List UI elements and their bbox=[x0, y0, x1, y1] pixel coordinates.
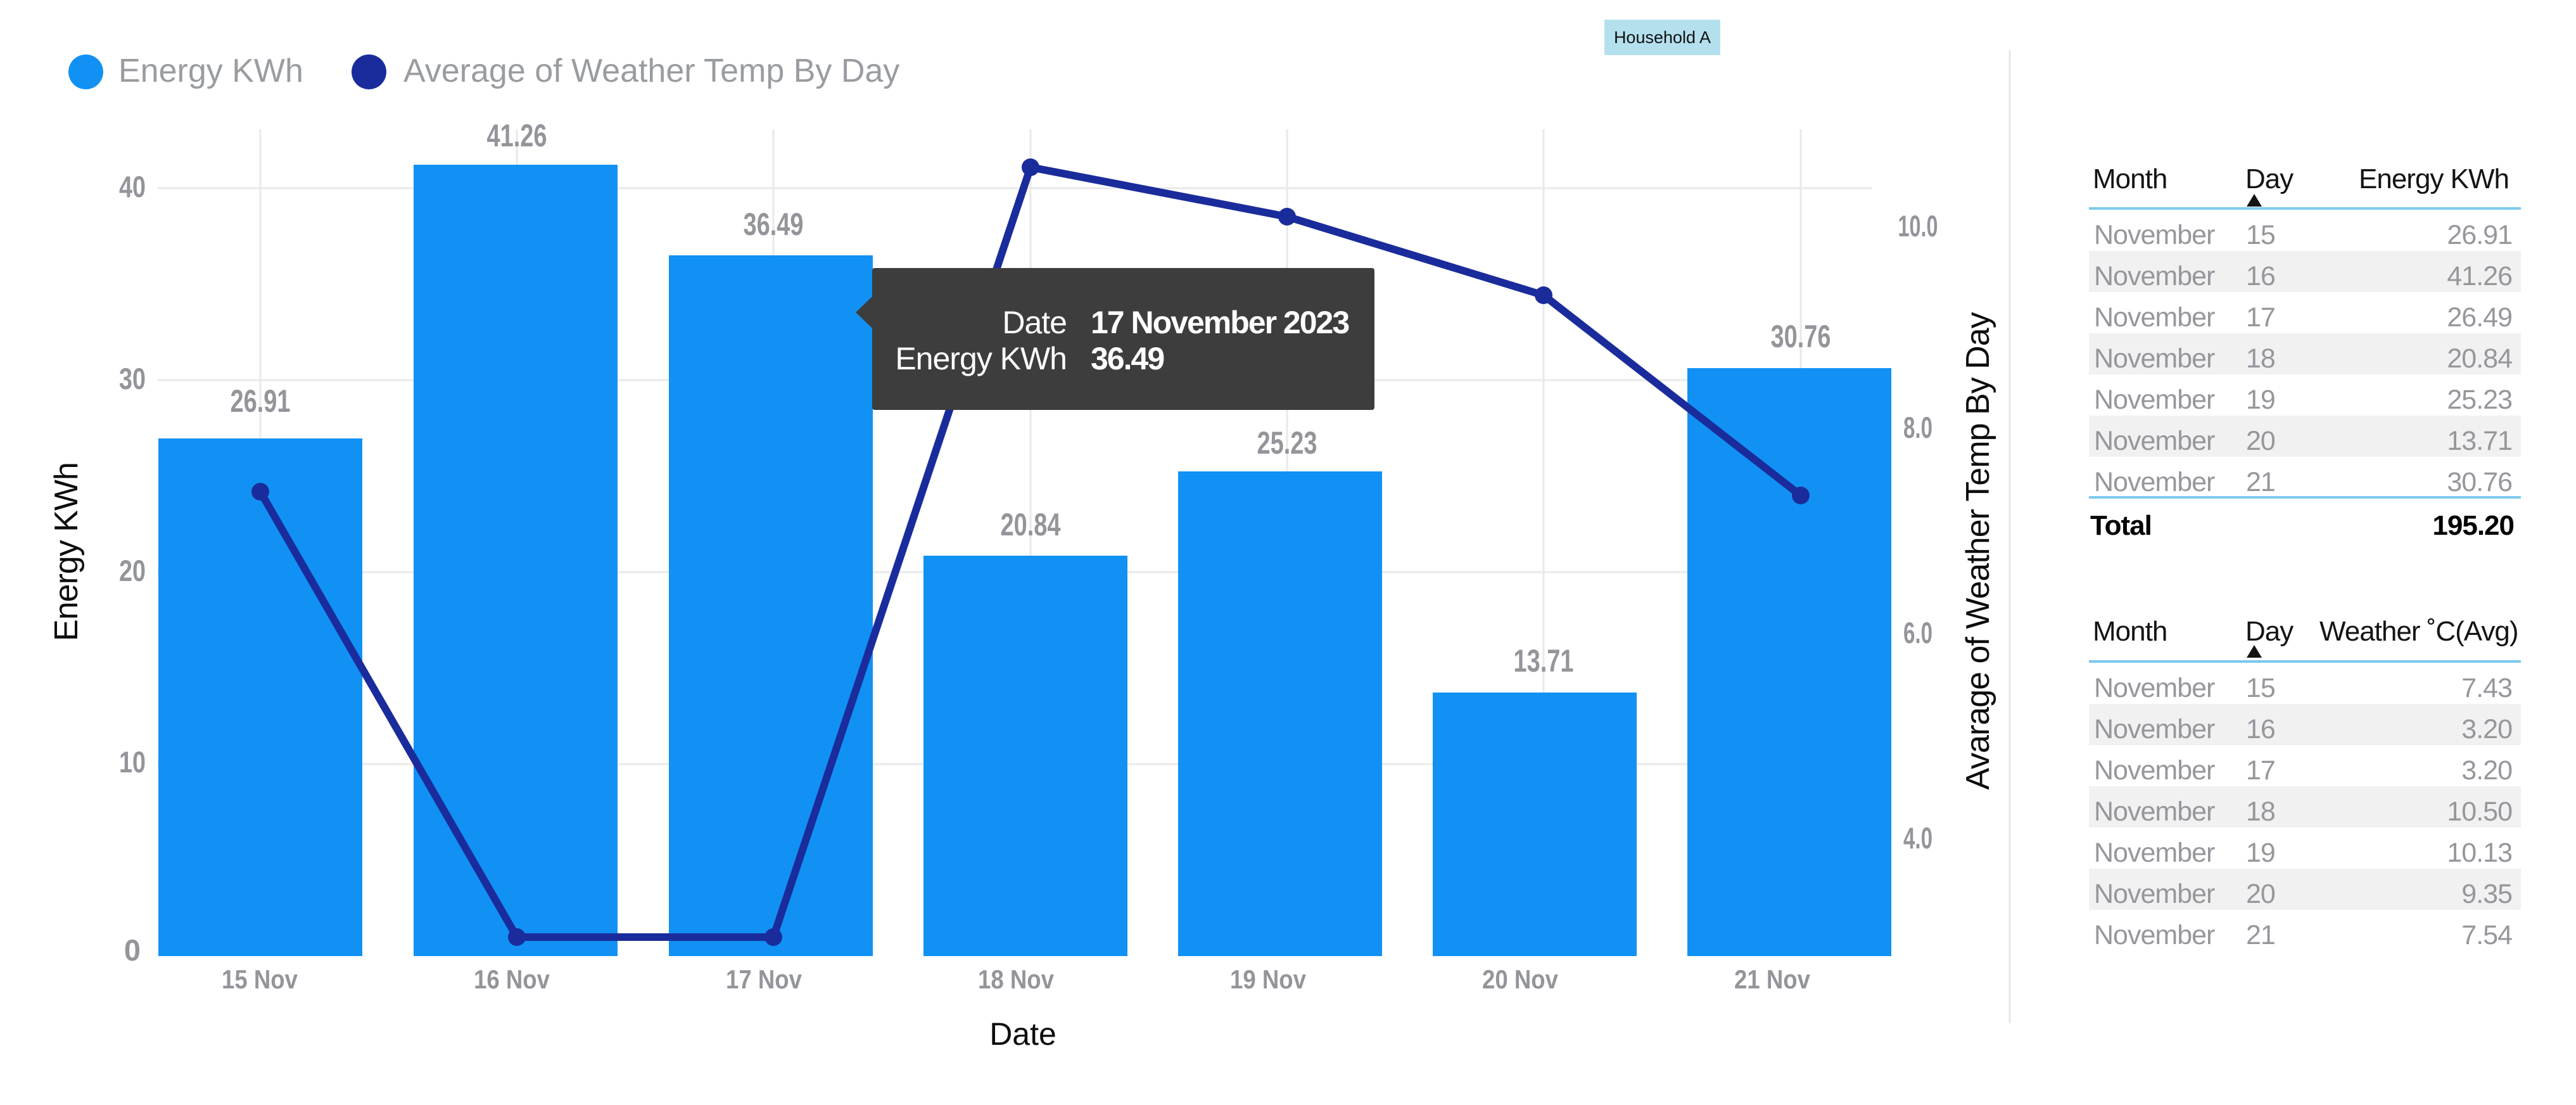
svg-text:8.0: 8.0 bbox=[1903, 411, 1932, 444]
svg-text:10.0: 10.0 bbox=[1898, 209, 1938, 243]
svg-text:0: 0 bbox=[124, 933, 141, 967]
svg-text:13.71: 13.71 bbox=[1514, 643, 1574, 679]
svg-text:17 Nov: 17 Nov bbox=[726, 964, 803, 994]
svg-text:15 Nov: 15 Nov bbox=[222, 964, 298, 994]
svg-text:Avarage of Weather Temp By Day: Avarage of Weather Temp By Day bbox=[1960, 312, 1996, 789]
svg-text:6.0: 6.0 bbox=[1903, 616, 1932, 649]
svg-text:20 Nov: 20 Nov bbox=[1482, 964, 1559, 994]
svg-text:30.76: 30.76 bbox=[1771, 319, 1831, 354]
svg-text:40: 40 bbox=[119, 170, 146, 203]
svg-text:16 Nov: 16 Nov bbox=[474, 964, 550, 994]
svg-text:25.23: 25.23 bbox=[1257, 425, 1317, 461]
svg-text:30: 30 bbox=[119, 362, 146, 395]
svg-text:20.84: 20.84 bbox=[1001, 507, 1061, 542]
svg-text:10: 10 bbox=[119, 745, 146, 779]
svg-text:20: 20 bbox=[119, 554, 146, 587]
svg-text:18 Nov: 18 Nov bbox=[978, 964, 1055, 994]
svg-text:19 Nov: 19 Nov bbox=[1230, 964, 1307, 994]
svg-text:41.26: 41.26 bbox=[487, 118, 547, 153]
svg-text:4.0: 4.0 bbox=[1903, 821, 1932, 855]
svg-text:21 Nov: 21 Nov bbox=[1734, 964, 1811, 994]
svg-text:36.49: 36.49 bbox=[744, 207, 804, 242]
svg-text:26.91: 26.91 bbox=[231, 383, 291, 419]
svg-text:Date: Date bbox=[989, 1016, 1056, 1052]
svg-text:Energy KWh: Energy KWh bbox=[48, 463, 85, 641]
